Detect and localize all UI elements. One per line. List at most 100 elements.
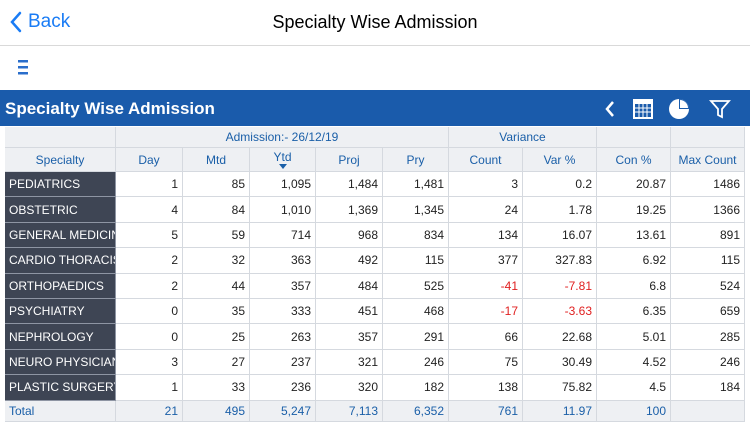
chart-button[interactable] — [669, 99, 689, 119]
grid-button[interactable] — [633, 99, 653, 119]
menu-button[interactable] — [16, 58, 30, 76]
value-cell: 714 — [250, 222, 316, 249]
value-cell: 30.49 — [523, 349, 597, 376]
column-header[interactable]: Proj — [316, 148, 383, 172]
value-cell: 1,369 — [316, 197, 383, 223]
value-cell: 5.01 — [597, 324, 671, 350]
total-cell: 761 — [449, 400, 523, 422]
value-cell: 525 — [383, 273, 449, 299]
value-cell: 66 — [449, 324, 523, 350]
value-cell: 263 — [250, 324, 316, 350]
value-cell: 451 — [316, 299, 383, 325]
back-chevron — [10, 11, 22, 33]
value-cell: 1.78 — [523, 197, 597, 223]
value-cell: -7.81 — [523, 273, 597, 299]
value-cell: 20.87 — [597, 172, 671, 198]
value-cell: 1,010 — [250, 197, 316, 223]
column-header[interactable]: Max Count — [671, 148, 745, 172]
back-button[interactable]: Back — [10, 8, 70, 36]
specialty-cell: GENERAL MEDICINE — [5, 222, 116, 249]
value-cell: 321 — [316, 349, 383, 376]
panel-header: Specialty Wise Admission — [0, 90, 750, 126]
total-cell: 6,352 — [383, 400, 449, 422]
value-cell: 1486 — [671, 172, 745, 198]
value-cell: 320 — [316, 375, 383, 401]
value-cell: 291 — [383, 324, 449, 350]
value-cell: 5 — [116, 222, 183, 249]
value-cell: -17 — [449, 299, 523, 325]
filter-button[interactable] — [709, 100, 731, 119]
total-label: Total — [5, 400, 116, 422]
value-cell: 3 — [116, 349, 183, 376]
value-cell: 524 — [671, 273, 745, 299]
value-cell: 1366 — [671, 197, 745, 223]
value-cell: 6.8 — [597, 273, 671, 299]
group-header: Admission:- 26/12/19 — [116, 127, 449, 148]
value-cell: 363 — [250, 248, 316, 274]
specialty-cell: OBSTETRIC — [5, 197, 116, 223]
value-cell: 968 — [316, 222, 383, 249]
value-cell: 27 — [183, 349, 250, 376]
value-cell: 25 — [183, 324, 250, 350]
collapse-button[interactable] — [605, 101, 614, 117]
value-cell: 13.61 — [597, 222, 671, 249]
column-header[interactable]: Con % — [597, 148, 671, 172]
value-cell: 1,345 — [383, 197, 449, 223]
value-cell: 4.52 — [597, 349, 671, 376]
value-cell: 6.35 — [597, 299, 671, 325]
value-cell: -3.63 — [523, 299, 597, 325]
value-cell: 24 — [449, 197, 523, 223]
specialty-cell: CARDIO THORACIS — [5, 248, 116, 274]
header-blank — [671, 127, 745, 148]
group-header: Variance — [449, 127, 597, 148]
value-cell: 659 — [671, 299, 745, 325]
specialty-cell: NEURO PHYSICIAN — [5, 349, 116, 376]
value-cell: 2 — [116, 248, 183, 274]
column-header[interactable]: Count — [449, 148, 523, 172]
value-cell: 468 — [383, 299, 449, 325]
column-header[interactable]: Day — [116, 148, 183, 172]
specialty-cell: PLASTIC SURGERY — [5, 375, 116, 401]
total-cell: 5,247 — [250, 400, 316, 422]
value-cell: 0.2 — [523, 172, 597, 198]
value-cell: 4 — [116, 197, 183, 223]
value-cell: 377 — [449, 248, 523, 274]
value-cell: 33 — [183, 375, 250, 401]
value-cell: -41 — [449, 273, 523, 299]
value-cell: 1 — [116, 375, 183, 401]
value-cell: 19.25 — [597, 197, 671, 223]
header-label: Ytd — [273, 150, 292, 164]
value-cell: 237 — [250, 349, 316, 376]
value-cell: 85 — [183, 172, 250, 198]
column-header[interactable]: Specialty — [5, 148, 116, 172]
value-cell: 357 — [250, 273, 316, 299]
column-header[interactable]: Mtd — [183, 148, 250, 172]
value-cell: 59 — [183, 222, 250, 249]
specialty-cell: PEDIATRICS — [5, 172, 116, 198]
column-header[interactable]: Pry — [383, 148, 449, 172]
value-cell: 184 — [671, 375, 745, 401]
value-cell: 32 — [183, 248, 250, 274]
value-cell: 2 — [116, 273, 183, 299]
value-cell: 35 — [183, 299, 250, 325]
value-cell: 84 — [183, 197, 250, 223]
total-cell: 11.97 — [523, 400, 597, 422]
value-cell: 834 — [383, 222, 449, 249]
value-cell: 0 — [116, 299, 183, 325]
total-cell: 495 — [183, 400, 250, 422]
column-header[interactable]: Ytd — [250, 148, 316, 172]
value-cell: 4.5 — [597, 375, 671, 401]
specialty-cell: PSYCHIATRY — [5, 299, 116, 325]
specialty-cell: NEPHROLOGY — [5, 324, 116, 350]
header-blank — [597, 127, 671, 148]
column-header[interactable]: Var % — [523, 148, 597, 172]
value-cell: 236 — [250, 375, 316, 401]
value-cell: 492 — [316, 248, 383, 274]
value-cell: 333 — [250, 299, 316, 325]
value-cell: 44 — [183, 273, 250, 299]
value-cell: 75.82 — [523, 375, 597, 401]
value-cell: 0 — [116, 324, 183, 350]
back-label: Back — [28, 11, 71, 32]
value-cell: 1,095 — [250, 172, 316, 198]
